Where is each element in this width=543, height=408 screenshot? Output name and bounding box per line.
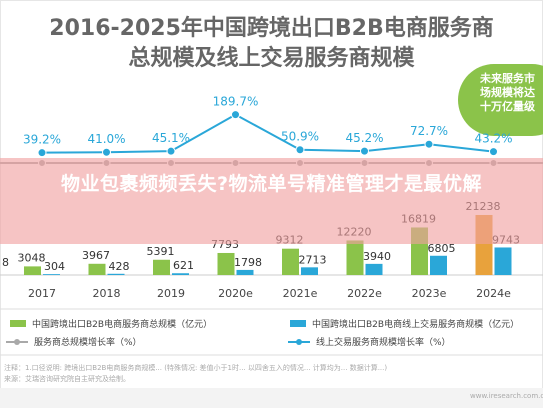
growth-label-2019: 45.1% (152, 131, 190, 145)
online-bar-2024e (494, 247, 512, 275)
growth-label-2017: 39.2% (23, 133, 61, 147)
online-bar-2021e (301, 267, 318, 275)
x-tick-label-2017: 2017 (28, 287, 56, 300)
online-value-label-2023e: 6805 (428, 242, 456, 255)
legend-online-growth: 线上交易服务商规模增长率（%） (288, 335, 451, 348)
online-growth-point-2017 (37, 148, 47, 158)
legend-swatch-online-bar (290, 320, 306, 327)
badge-line1: 未来服务市 (480, 72, 535, 85)
bottom-strip (0, 388, 543, 408)
total-bar-2017 (24, 266, 41, 275)
x-tick-label-2018: 2018 (93, 287, 121, 300)
growth-label-2021e: 50.9% (281, 130, 319, 144)
growth-label-2020e: 189.7% (213, 95, 259, 109)
online-bar-2020e (236, 269, 254, 275)
online-bar-2023e (430, 255, 447, 275)
online-bar-2018 (107, 273, 125, 275)
online-value-label-2019: 621 (173, 259, 194, 272)
badge-line3: 十万亿量级 (480, 100, 535, 113)
ad-overlay-banner[interactable] (0, 158, 543, 244)
legend-label-online-growth: 线上交易服务商规模增长率（%） (316, 338, 451, 348)
online-bar-2019 (172, 273, 189, 275)
x-tick-label-2019: 2019 (157, 287, 185, 300)
online-value-label-2021e: 2713 (299, 253, 327, 266)
total-value-label-2017: 3048 (18, 251, 46, 264)
legend-swatch-online-growth (288, 338, 310, 345)
partial-left-label: 8 (2, 256, 9, 269)
legend-label-online-bar: 中国跨境出口B2B电商线上交易服务商规模（亿元） (312, 320, 520, 330)
growth-label-2024e: 43.2% (474, 132, 512, 146)
growth-label-2023e: 72.7% (410, 124, 448, 138)
online-growth-line (41, 113, 494, 154)
legend-swatch-total-bar (10, 320, 26, 327)
online-value-label-2020e: 1798 (234, 256, 262, 269)
total-bar-2020e (217, 252, 235, 275)
total-bar-2018 (88, 263, 106, 275)
growth-label-2018: 41.0% (87, 132, 125, 146)
legend-total-bar: 中国跨境出口B2B电商服务商总规模（亿元） (10, 317, 212, 330)
legend-total-growth: 服务商总规模增长率（%） (6, 335, 142, 348)
online-growth-point-2024e (489, 147, 498, 157)
total-value-label-2018: 3967 (82, 249, 110, 262)
growth-label-2022e: 45.2% (345, 131, 383, 145)
online-growth-point-2022e (360, 146, 369, 156)
online-growth-point-2023e (424, 139, 434, 149)
chart-title-line1: 2016-2025年中国跨境出口B2B电商服务商 (49, 16, 494, 41)
x-tick-label-2022e: 2022e (347, 287, 382, 300)
total-bar-2021e (282, 248, 299, 275)
watermark: www.iresearch.com.cn (470, 392, 543, 400)
forecast-badge: 未来服务市 场规模将达 十万亿量级 (458, 64, 543, 136)
online-growth-point-2021e (295, 145, 305, 155)
total-value-label-2019: 5391 (147, 245, 175, 258)
total-bar-2022e (346, 240, 364, 275)
online-growth-point-2019 (166, 146, 176, 156)
online-growth-point-2018 (102, 147, 111, 157)
legend-label-total-bar: 中国跨境出口B2B电商服务商总规模（亿元） (32, 320, 213, 330)
legend-swatch-total-growth (6, 338, 28, 345)
footnote-line2: 来源：艾瑞咨询研究院自主研究及绘制。 (4, 375, 130, 383)
total-bar-2019 (153, 259, 170, 275)
online-value-label-2017: 304 (44, 260, 65, 273)
badge-line2: 场规模将达 (480, 86, 535, 99)
x-tick-label-2024e: 2024e (476, 287, 511, 300)
online-value-label-2018: 428 (109, 260, 130, 273)
online-value-label-2022e: 3940 (363, 250, 391, 263)
ad-overlay-text[interactable]: 物业包裹频频丢失?物流单号精准管理才是最优解 (60, 173, 483, 195)
online-bar-2017 (43, 274, 60, 275)
legend-online-bar: 中国跨境出口B2B电商线上交易服务商规模（亿元） (290, 317, 519, 330)
x-tick-label-2023e: 2023e (412, 287, 447, 300)
x-tick-label-2021e: 2021e (283, 287, 318, 300)
online-growth-point-2020e (231, 110, 240, 120)
chart-title-line2: 总规模及线上交易服务商规模 (128, 46, 415, 71)
online-bar-2022e (365, 263, 383, 275)
x-tick-label-2020e: 2020e (218, 287, 253, 300)
footnote-line1: 注释：1.口径说明: 跨境出口B2B电商服务商规模... (特殊情况: 差值小于… (4, 364, 388, 372)
legend-label-total-growth: 服务商总规模增长率（%） (34, 338, 142, 348)
